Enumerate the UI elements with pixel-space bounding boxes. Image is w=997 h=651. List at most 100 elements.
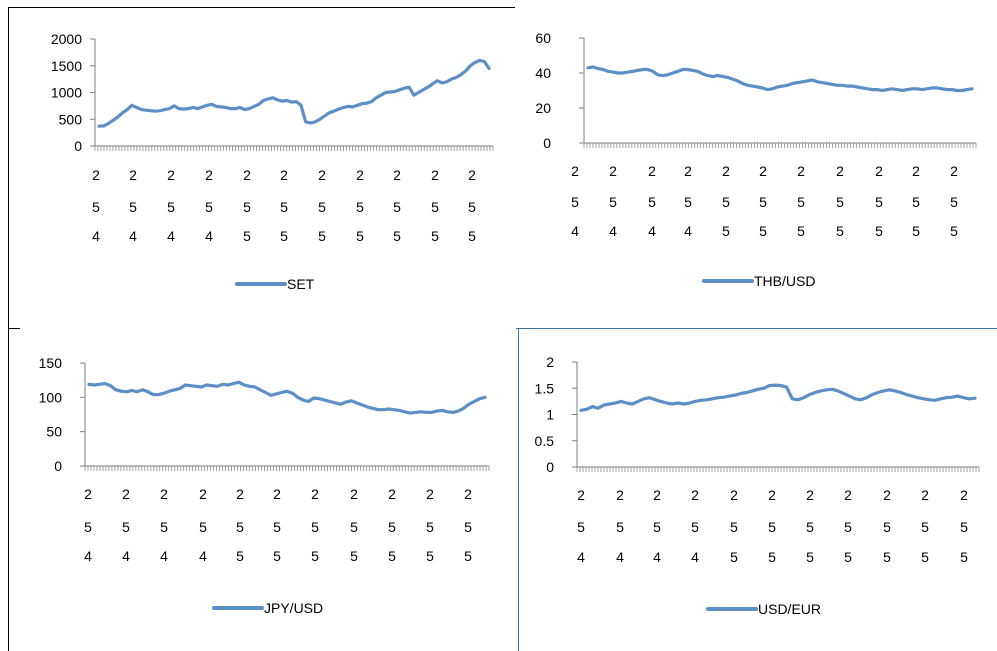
x-tick-label-char: 5 (468, 228, 476, 244)
x-tick-label-char: 5 (122, 519, 130, 535)
y-tick-label: 0 (54, 458, 62, 474)
x-tick-label-char: 2 (577, 487, 585, 503)
legend-label: USD/EUR (758, 601, 821, 617)
y-tick-label: 60 (535, 30, 551, 46)
y-tick-label: 100 (39, 389, 63, 405)
series-line (579, 383, 977, 412)
x-tick-label-char: 5 (318, 228, 326, 244)
x-tick-label-char: 5 (722, 194, 730, 210)
x-tick-label-char: 2 (129, 167, 137, 183)
x-tick-label-char: 5 (609, 194, 617, 210)
x-tick-label-char: 2 (883, 487, 891, 503)
x-tick-label-char: 5 (243, 199, 251, 215)
x-tick-label-char: 5 (684, 194, 692, 210)
chart-panel-thb-usd: 0 20 40 60 2 5 4 2 5 4 2 5 4 2 5 4 2 5 5 2 5 5 2 5 5 2 5 5 2 5 5 2 5 5 2 5 5… (518, 8, 996, 326)
x-tick-label-char: 2 (836, 163, 844, 179)
x-tick-label-char: 2 (199, 486, 207, 502)
x-tick-label-char: 5 (273, 519, 281, 535)
legend-label: THB/USD (754, 273, 815, 289)
x-tick-label-char: 5 (616, 519, 624, 535)
x-tick-label-char: 5 (797, 223, 805, 239)
x-tick-label-char: 5 (273, 548, 281, 564)
x-tick-label-char: 5 (571, 194, 579, 210)
x-tick-label-char: 2 (318, 167, 326, 183)
y-tick-label: 1000 (51, 85, 82, 101)
chart-thb-usd: 0 20 40 60 2 5 4 2 5 4 2 5 4 2 5 4 2 5 5 2 5 5 2 5 5 2 5 5 2 5 5 2 5 5 2 5 5… (535, 30, 977, 289)
x-tick-label-char: 2 (273, 486, 281, 502)
x-tick-label-char: 2 (92, 167, 100, 183)
y-tick-label: 40 (535, 65, 551, 81)
x-tick-label-char: 5 (960, 549, 968, 565)
y-tick-label: 1 (546, 407, 554, 423)
x-tick-label-char: 5 (318, 199, 326, 215)
x-tick-label-char: 2 (356, 167, 364, 183)
y-tick-label: 0 (74, 138, 82, 154)
x-tick-label-char: 4 (92, 228, 100, 244)
x-tick-label-char: 4 (577, 549, 585, 565)
x-tick-label-char: 5 (806, 519, 814, 535)
x-tick-label-char: 5 (167, 199, 175, 215)
x-tick-label-char: 5 (199, 519, 207, 535)
x-tick-label-char: 5 (388, 519, 396, 535)
chart-panel-jpy-usd: 0 50 100 150 2 5 4 2 5 4 2 5 4 2 5 4 2 5 5 2 5 5 2 5 5 2 5 5 2 5 5 2 5 5 2… (9, 330, 514, 650)
x-tick-label-char: 5 (648, 194, 656, 210)
x-tick-label-char: 5 (350, 548, 358, 564)
x-tick-label-char: 4 (167, 228, 175, 244)
x-tick-label-char: 4 (160, 548, 168, 564)
x-tick-label-char: 4 (205, 228, 213, 244)
x-tick-label-char: 5 (431, 228, 439, 244)
y-tick-label: 0 (546, 459, 554, 475)
x-tick-label-char: 5 (730, 519, 738, 535)
x-tick-label-char: 2 (468, 167, 476, 183)
x-tick-label-char: 2 (160, 486, 168, 502)
x-tick-label-char: 5 (426, 548, 434, 564)
x-tick-label-char: 4 (653, 549, 661, 565)
x-tick-label-char: 5 (883, 549, 891, 565)
x-tick-label-char: 5 (393, 199, 401, 215)
chart-jpy-usd: 0 50 100 150 2 5 4 2 5 4 2 5 4 2 5 4 2 5 5 2 5 5 2 5 5 2 5 5 2 5 5 2 5 5 2… (39, 355, 490, 616)
x-tick-label-char: 5 (691, 519, 699, 535)
x-tick-label-char: 5 (160, 519, 168, 535)
x-tick-label-char: 2 (960, 487, 968, 503)
x-tick-label-char: 5 (393, 228, 401, 244)
x-tick-label-char: 2 (571, 163, 579, 179)
x-tick-label-char: 4 (684, 223, 692, 239)
frame-mid-right (516, 328, 997, 329)
x-tick-label-char: 5 (311, 519, 319, 535)
x-tick-label-char: 2 (797, 163, 805, 179)
y-tick-label: 150 (39, 355, 63, 371)
x-tick-label-char: 4 (122, 548, 130, 564)
x-tick-label-char: 4 (609, 223, 617, 239)
x-tick-label-char: 5 (431, 199, 439, 215)
x-tick-label-char: 5 (960, 519, 968, 535)
x-tick-label-char: 2 (616, 487, 624, 503)
x-tick-label-char: 5 (875, 194, 883, 210)
x-tick-label-char: 5 (836, 194, 844, 210)
x-tick-label-char: 5 (129, 199, 137, 215)
x-tick-label-char: 2 (844, 487, 852, 503)
x-tick-label-char: 2 (691, 487, 699, 503)
x-tick-label-char: 2 (609, 163, 617, 179)
x-tick-label-char: 2 (648, 163, 656, 179)
y-tick-label: 50 (46, 424, 62, 440)
y-tick-label: 1500 (51, 58, 82, 74)
x-tick-label-char: 2 (236, 486, 244, 502)
x-tick-label-char: 5 (768, 549, 776, 565)
x-tick-label-char: 5 (883, 519, 891, 535)
series-line (97, 58, 491, 128)
x-tick-label-char: 2 (350, 486, 358, 502)
x-tick-label-char: 5 (722, 223, 730, 239)
x-tick-label-char: 5 (280, 228, 288, 244)
x-tick-label-char: 5 (921, 549, 929, 565)
x-tick-label-char: 4 (129, 228, 137, 244)
x-tick-label-char: 5 (844, 549, 852, 565)
frame-left (8, 7, 9, 651)
chart-panel-usd-eur: 0 0.5 1 1.5 2 2 5 4 2 5 4 2 5 4 2 5 4 2 5 5 2 5 5 2 5 5 2 5 5 2 5 5 2 5 5 2… (519, 330, 996, 650)
x-tick-label-char: 2 (311, 486, 319, 502)
x-tick-label-char: 5 (205, 199, 213, 215)
x-tick-label-char: 2 (950, 163, 958, 179)
chart-usd-eur: 0 0.5 1 1.5 2 2 5 4 2 5 4 2 5 4 2 5 4 2 5 5 2 5 5 2 5 5 2 5 5 2 5 5 2 5 5 2… (535, 354, 980, 617)
x-tick-label-char: 2 (167, 167, 175, 183)
frame-top-left (8, 7, 515, 8)
x-tick-label-char: 2 (280, 167, 288, 183)
